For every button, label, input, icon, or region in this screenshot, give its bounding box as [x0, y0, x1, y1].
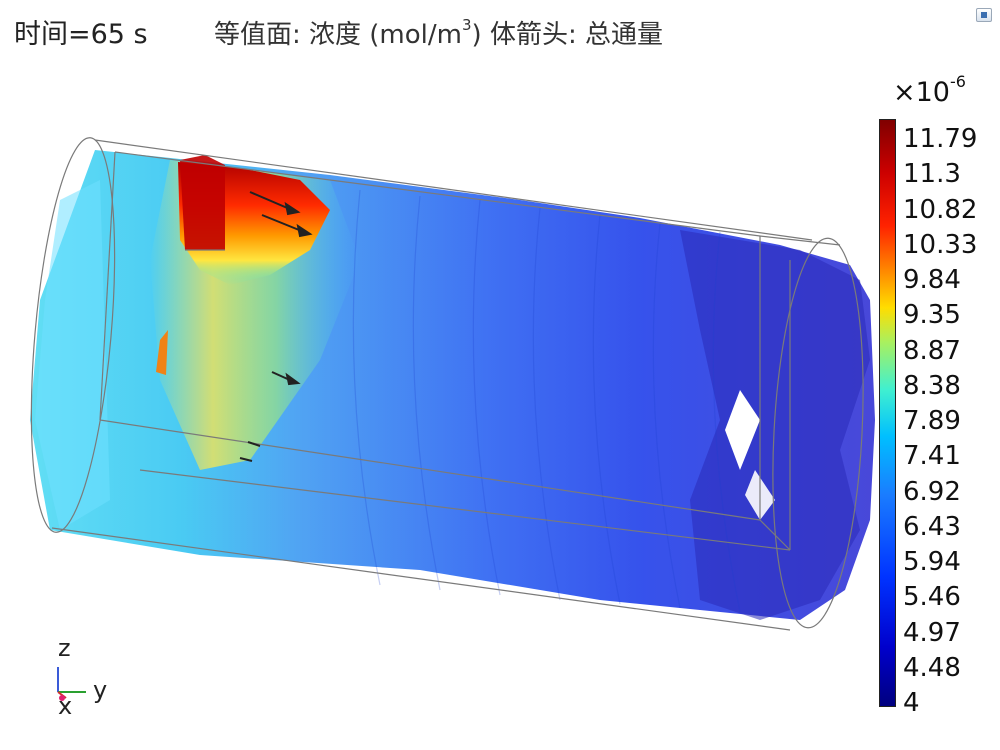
colorbar-tick-label: 8.87 — [903, 335, 961, 366]
window-icon[interactable] — [976, 8, 992, 22]
colorbar-tick-label: 6.92 — [903, 476, 961, 507]
colorbar-tick-label: 10.33 — [903, 229, 978, 260]
colorbar-tick-label: 9.84 — [903, 265, 961, 295]
geometry-wireframe — [30, 137, 864, 631]
colorbar-tick-label: 7.41 — [903, 441, 961, 472]
isosurface-cylinder — [30, 150, 875, 620]
axis-label-y: y — [93, 676, 108, 704]
colorbar-tick-label: 11.3 — [903, 159, 961, 190]
colorbar-tick-label: 10.82 — [903, 194, 978, 225]
colorbar-tick-label: 4.48 — [903, 652, 961, 683]
colorbar-tick-label: 7.89 — [903, 406, 961, 436]
colorbar-tick-label: 8.38 — [903, 370, 961, 401]
colorbar-multiplier-exponent: -6 — [949, 72, 966, 91]
time-label: 时间=65 s — [14, 19, 148, 50]
axis-label-x: x — [58, 692, 73, 720]
colorbar — [879, 119, 896, 707]
colorbar-multiplier-base: ×10 — [893, 77, 950, 108]
colorbar-tick-label: 5.94 — [903, 547, 961, 577]
flux-arrows — [239, 191, 313, 462]
colorbar-tick-label: 11.79 — [903, 124, 978, 154]
title-prefix: 等值面: 浓度 (mol/m — [214, 20, 462, 50]
colorbar-tick-label: 6.43 — [903, 511, 961, 542]
plot-title: 等值面: 浓度 (mol/m3) 体箭头: 总通量 — [214, 14, 663, 51]
colorbar-tick-label: 4 — [903, 688, 920, 718]
colorbar-tick-label: 4.97 — [903, 617, 961, 648]
colorbar-multiplier: ×10-6 — [893, 72, 966, 108]
title-suffix: ) 体箭头: 总通量 — [471, 20, 663, 50]
axis-label-z: z — [58, 634, 71, 662]
colorbar-tick-label: 9.35 — [903, 300, 961, 331]
colorbar-tick-label: 5.46 — [903, 582, 961, 613]
title-unit-exponent: 3 — [461, 16, 472, 34]
axis-triad — [57, 667, 86, 701]
